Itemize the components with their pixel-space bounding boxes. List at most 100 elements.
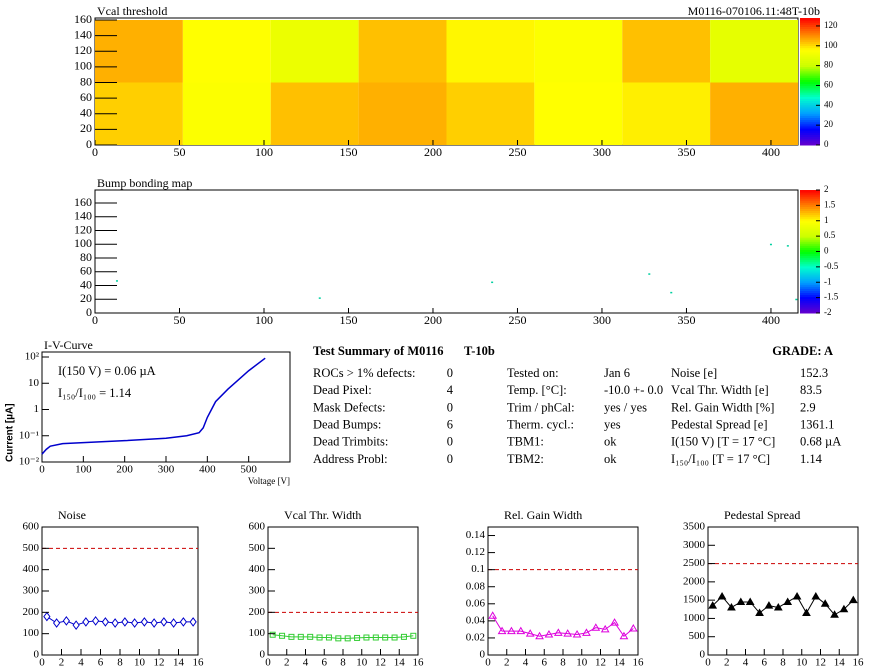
marker	[372, 634, 379, 641]
data-line	[712, 595, 854, 616]
x-tick-label: 500	[240, 464, 257, 476]
colorbar-step	[800, 26, 820, 30]
y-tick-label: 40	[80, 106, 92, 120]
x-tick-label: 0	[485, 657, 491, 669]
x-tick-label: 16	[413, 657, 425, 669]
marker	[43, 611, 51, 622]
y-tick-label: 400	[23, 563, 40, 575]
colorbar-step	[800, 70, 820, 74]
colorbar-step	[800, 251, 820, 255]
x-tick-label: 2	[724, 657, 730, 669]
y-tick-label: 140	[74, 27, 92, 41]
y-tick-label: 0.06	[466, 597, 486, 609]
colorbar-step	[800, 237, 820, 240]
marker	[792, 591, 802, 600]
marker	[755, 608, 764, 616]
chart-title: Noise	[58, 508, 86, 522]
bump-point	[769, 243, 772, 246]
x-tick-label: 10	[356, 657, 368, 669]
y-tick-label: 400	[249, 563, 266, 575]
y-tick-label: 10²	[25, 351, 40, 363]
x-tick-label: 4	[523, 657, 529, 669]
colorbar-step	[800, 304, 820, 308]
colorbar-step	[800, 263, 820, 267]
y-tick-label: 0.02	[466, 631, 485, 643]
colorbar-label: 0	[824, 246, 829, 256]
colorbar-step	[800, 310, 820, 314]
colorbar-step	[800, 113, 820, 116]
summary-value: 0	[447, 452, 453, 466]
colorbar-step	[800, 119, 820, 123]
marker	[488, 611, 498, 619]
colorbar-step	[800, 89, 820, 93]
y-tick-label: 600	[249, 521, 266, 533]
colorbar-step	[800, 190, 820, 193]
colorbar-step	[800, 259, 820, 263]
colorbar-step	[800, 79, 820, 82]
colorbar-step	[800, 196, 820, 199]
summary-label: Dead Bumps:	[313, 417, 381, 431]
marker	[610, 618, 619, 626]
x-tick-label: 200	[424, 313, 442, 327]
colorbar-label: 80	[824, 60, 834, 70]
x-tick-label: 0	[265, 657, 271, 669]
y-tick-label: 80	[80, 74, 92, 88]
colorbar-step	[800, 210, 820, 214]
x-tick-label: 100	[255, 313, 273, 327]
x-tick-label: 12	[375, 657, 386, 669]
bump-point	[491, 281, 494, 284]
colorbar-step	[800, 292, 820, 296]
marker	[572, 630, 582, 638]
heatmap-cell	[710, 82, 798, 145]
summary-label: TBM2:	[507, 452, 544, 466]
marker	[839, 604, 849, 613]
bump-point	[670, 291, 673, 294]
summary-label: Dead Pixel:	[313, 383, 372, 397]
colorbar-step	[800, 96, 820, 99]
x-tick-label: 16	[193, 657, 205, 669]
x-tick-label: 100	[255, 145, 273, 159]
summary-label: Noise [e]	[671, 366, 717, 380]
plot-frame	[267, 526, 419, 656]
x-tick-label: 8	[340, 657, 346, 669]
y-tick-label: 1	[34, 403, 40, 415]
colorbar-step	[800, 276, 820, 279]
y-tick-label: 0.14	[466, 529, 486, 541]
chart-title: Pedestal Spread	[724, 508, 800, 522]
marker	[131, 618, 139, 628]
x-tick-label: 10	[134, 657, 146, 669]
y-tick-label: 300	[249, 585, 266, 597]
marker	[582, 628, 591, 636]
y-tick-label: 20	[80, 291, 92, 305]
heatmap-cell	[534, 20, 623, 83]
colorbar-step	[800, 294, 820, 298]
marker	[591, 623, 601, 631]
colorbar-step	[800, 73, 820, 76]
marker	[830, 610, 839, 618]
heatmap-cell	[182, 82, 271, 145]
colorbar-step	[800, 140, 820, 144]
colorbar-step	[800, 284, 820, 287]
x-tick-label: 6	[542, 657, 548, 669]
marker	[745, 597, 755, 605]
colorbar-step	[800, 239, 820, 242]
colorbar-label: 1.5	[824, 199, 836, 209]
colorbar-step	[800, 20, 820, 23]
marker	[269, 631, 276, 638]
summary-label: Tested on:	[507, 366, 559, 380]
summary-value: 2.9	[800, 400, 816, 414]
colorbar-step	[800, 32, 820, 36]
colorbar-step	[800, 274, 820, 277]
y-tick-label: 0.12	[466, 546, 485, 558]
x-tick-label: 12	[815, 657, 826, 669]
colorbar-step	[800, 85, 820, 89]
marker	[150, 618, 158, 628]
colorbar-step	[800, 272, 820, 275]
bump-point	[786, 245, 789, 247]
colorbar-step	[800, 125, 820, 129]
colorbar-step	[800, 37, 820, 40]
marker	[354, 634, 361, 641]
summary-value: Jan 6	[604, 366, 630, 380]
y-tick-label: 3500	[683, 521, 706, 533]
colorbar-step	[800, 228, 820, 232]
